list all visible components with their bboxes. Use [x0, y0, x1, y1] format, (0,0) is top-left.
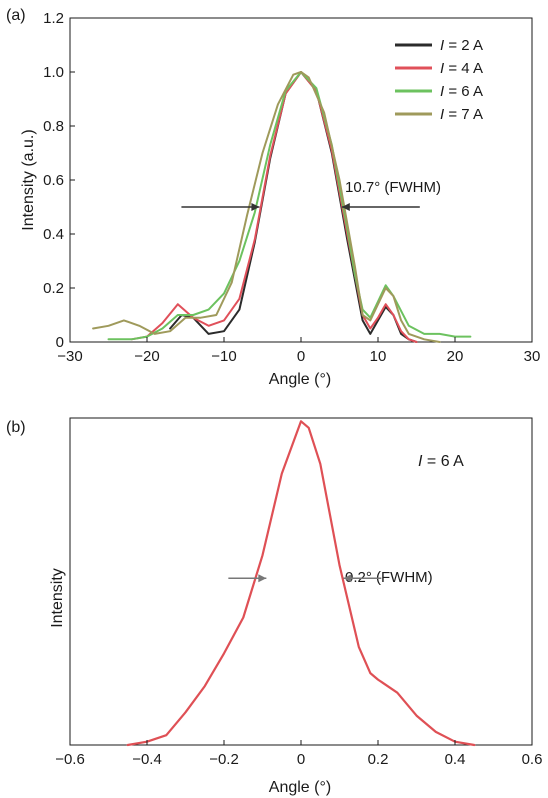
- panel-a-x-axis-label: Angle (°): [269, 371, 331, 388]
- panel-a-x-tick-label: 30: [524, 348, 541, 365]
- panel-b-current-label: I = 6 A: [418, 453, 464, 470]
- panel-a-y-tick-label: 0.8: [43, 118, 64, 135]
- panel-a-x-tick-label: 0: [297, 348, 305, 365]
- panel-b: (b) −0.6 −0.4 −0.2 0 0.2 0.4 0.6 Angle (°) Int…: [6, 417, 542, 796]
- panel-a-x-tick-label: −30: [57, 348, 82, 365]
- panel-a: (a) −30 −20 −10 0 10 20 30 0 0.2 0.4 0.6 0.8 1.0 1.2…: [6, 7, 540, 388]
- panel-b-y-axis-label: Intensity: [49, 568, 66, 628]
- panel-a-label: (a): [6, 7, 26, 24]
- panel-b-fwhm-annotation: 0.2° (FWHM): [228, 569, 433, 586]
- panel-a-x-tick-label: 10: [370, 348, 387, 365]
- panel-b-x-tick-label: −0.2: [209, 751, 239, 768]
- panel-a-x-tick-label: −10: [211, 348, 236, 365]
- panel-b-x-tick-label: 0: [297, 751, 305, 768]
- panel-a-fwhm-annotation: 10.7° (FWHM): [181, 179, 441, 211]
- panel-a-fwhm-arrowhead-right: [341, 203, 350, 211]
- panel-a-series-line-3: [92, 71, 441, 343]
- panel-b-x-axis: −0.6 −0.4 −0.2 0 0.2 0.4 0.6: [55, 740, 542, 768]
- panel-a-legend: I = 2 A I = 4 A I = 6 A I = 7 A: [395, 37, 483, 123]
- panel-a-x-axis: −30 −20 −10 0 10 20 30: [57, 337, 540, 365]
- panel-b-label: (b): [6, 419, 26, 436]
- panel-a-y-tick-label: 0.6: [43, 172, 64, 189]
- panel-a-y-tick-label: 1.2: [43, 10, 64, 27]
- panel-a-x-tick-label: −20: [134, 348, 159, 365]
- panel-a-x-tick-label: 20: [447, 348, 464, 365]
- legend-label-2: I = 6 A: [440, 83, 483, 100]
- panel-a-y-axis-label: Intensity (a.u.): [20, 129, 37, 230]
- legend-label-1: I = 4 A: [440, 60, 483, 77]
- panel-a-y-axis: 0 0.2 0.4 0.6 0.8 1.0 1.2: [43, 10, 75, 351]
- panel-a-fwhm-label: 10.7° (FWHM): [345, 179, 441, 196]
- panel-a-y-tick-label: 1.0: [43, 64, 64, 81]
- panel-a-y-tick-label: 0: [56, 334, 64, 351]
- panel-b-fwhm-arrowhead-left: [258, 574, 267, 583]
- panel-b-x-axis-label: Angle (°): [269, 779, 331, 796]
- panel-a-y-tick-label: 0.4: [43, 226, 64, 243]
- panel-b-x-tick-label: 0.4: [445, 751, 466, 768]
- panel-b-fwhm-label: 0.2° (FWHM): [345, 569, 433, 586]
- panel-b-series-line-0: [126, 420, 476, 747]
- legend-label-3: I = 7 A: [440, 106, 483, 123]
- panel-b-fwhm-arrowhead-right: [343, 574, 352, 583]
- panel-b-x-tick-label: 0.2: [368, 751, 389, 768]
- panel-b-x-tick-label: 0.6: [522, 751, 543, 768]
- panel-a-fwhm-arrowhead-left: [251, 203, 260, 211]
- legend-label-0: I = 2 A: [440, 37, 483, 54]
- panel-a-y-tick-label: 0.2: [43, 280, 64, 297]
- panel-b-x-tick-label: −0.4: [132, 751, 162, 768]
- panel-a-series-line-2: [107, 71, 472, 341]
- panel-b-x-tick-label: −0.6: [55, 751, 85, 768]
